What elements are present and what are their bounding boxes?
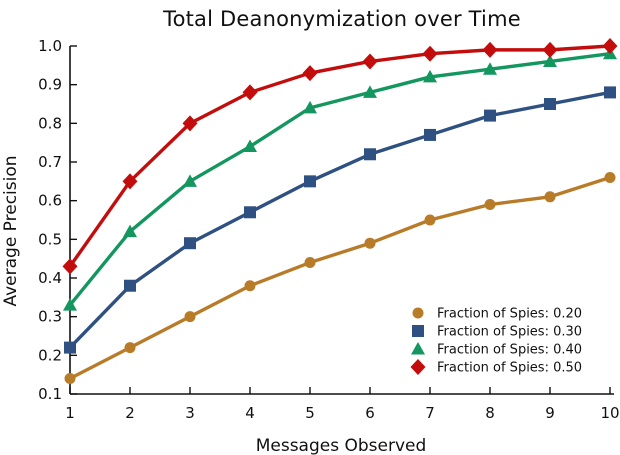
x-tick-label: 9 (545, 404, 555, 422)
triangle-marker (243, 139, 257, 153)
diamond-marker (482, 41, 498, 58)
legend-item-label: Fraction of Spies: 0.50 (437, 361, 582, 376)
y-tick-label: 0.1 (38, 385, 62, 403)
diamond-marker (362, 53, 378, 70)
square-marker (412, 325, 424, 337)
legend-item-label: Fraction of Spies: 0.20 (437, 307, 582, 322)
square-marker (244, 206, 256, 219)
square-marker (64, 341, 76, 354)
diamond-marker (542, 41, 558, 58)
circle-marker (184, 311, 196, 323)
triangle-marker (303, 100, 317, 114)
x-tick-label: 7 (425, 404, 435, 422)
square-marker (304, 175, 316, 188)
series-line (68, 175, 612, 381)
triangle-marker (63, 298, 77, 311)
x-tick-label: 5 (305, 404, 315, 422)
x-tick-label: 3 (185, 404, 195, 422)
x-tick-label: 6 (365, 404, 375, 422)
square-marker (544, 98, 556, 110)
series-triangle (63, 46, 617, 311)
y-tick-label: 0.2 (38, 346, 62, 364)
axes-layer: 1 2 3 4 5 6 7 8 9 10 0.1 0.2 0.3 0.4 0.5 0.6 0.7 0.8 0.9 1.… (38, 37, 619, 422)
triangle-marker (363, 85, 377, 98)
y-axis-label: Average Precision (1, 155, 21, 306)
series-layer (62, 38, 618, 385)
triangle-marker (123, 224, 137, 238)
y-tick-label: 0.9 (38, 76, 62, 94)
y-tick-label: 1.0 (38, 37, 62, 55)
square-marker (364, 148, 376, 161)
x-tick-label: 10 (600, 404, 619, 422)
triangle-marker (183, 174, 197, 187)
legend: Fraction of Spies: 0.20 Fraction of Spies… (410, 307, 582, 376)
triangle-marker (411, 342, 425, 355)
square-marker (424, 128, 436, 141)
legend-item: Fraction of Spies: 0.40 (411, 342, 582, 358)
legend-item-label: Fraction of Spies: 0.40 (437, 343, 582, 358)
diamond-marker (422, 45, 438, 62)
diamond-marker (62, 258, 78, 275)
y-tick-label: 0.5 (38, 230, 62, 248)
circle-marker (364, 237, 376, 249)
chart-title: Total Deanonymization over Time (162, 7, 521, 31)
circle-marker (544, 191, 556, 203)
diamond-marker (182, 115, 198, 132)
circle-marker (412, 307, 424, 319)
circle-marker (424, 214, 436, 226)
x-tick-label: 4 (245, 404, 255, 422)
series-line (68, 44, 612, 269)
y-tick-label: 0.3 (38, 308, 62, 326)
legend-item-label: Fraction of Spies: 0.30 (437, 325, 582, 340)
x-tick-label: 1 (65, 404, 75, 422)
diamond-marker (302, 65, 318, 82)
x-tick-label: 2 (125, 404, 135, 422)
triangle-marker (423, 69, 437, 83)
series-diamond (62, 38, 618, 275)
circle-marker (604, 171, 616, 183)
y-tick-label: 0.7 (38, 153, 62, 171)
square-marker (124, 279, 136, 292)
triangle-marker (543, 54, 557, 67)
series-circle (64, 171, 616, 385)
diamond-marker (122, 173, 138, 190)
series-line (68, 90, 612, 350)
circle-marker (64, 373, 76, 385)
series-line (68, 52, 612, 307)
circle-marker (304, 257, 316, 269)
x-tick-label: 8 (485, 404, 495, 422)
y-tick-label: 0.4 (38, 269, 62, 287)
diamond-marker (410, 359, 426, 375)
y-tick-label: 0.6 (38, 192, 62, 210)
circle-marker (124, 342, 136, 354)
square-marker (484, 109, 496, 122)
circle-marker (484, 199, 496, 211)
circle-marker (244, 280, 256, 292)
square-marker (184, 237, 196, 250)
x-axis-label: Messages Observed (256, 436, 427, 455)
square-marker (604, 86, 616, 99)
triangle-marker (483, 62, 497, 75)
legend-item: Fraction of Spies: 0.50 (410, 359, 582, 376)
legend-item: Fraction of Spies: 0.30 (412, 325, 582, 340)
y-tick-label: 0.8 (38, 114, 62, 132)
series-square (64, 86, 616, 354)
diamond-marker (242, 84, 258, 101)
legend-item: Fraction of Spies: 0.20 (412, 307, 582, 322)
diamond-marker (602, 38, 618, 54)
